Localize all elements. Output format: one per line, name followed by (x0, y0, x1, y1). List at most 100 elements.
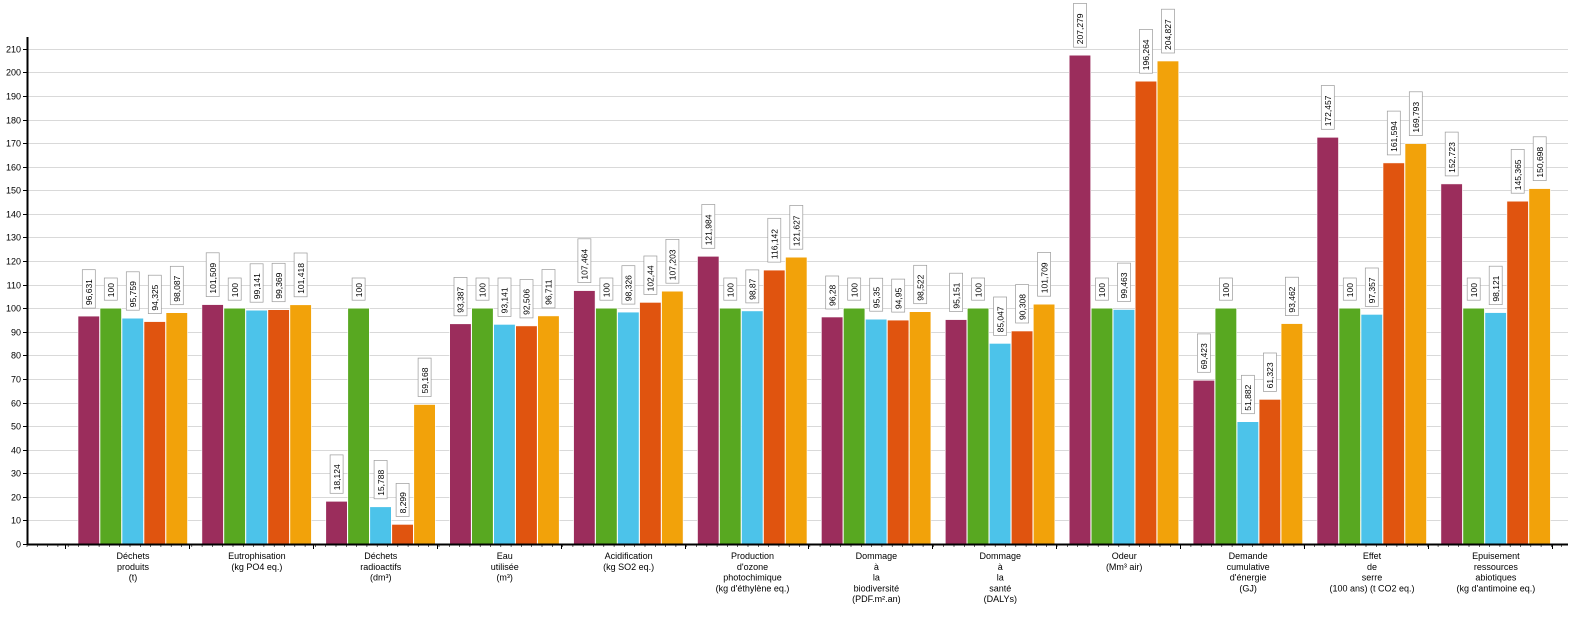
x-category-label: Déchets produits (t) (116, 551, 150, 583)
data-label: 121,984 (701, 204, 716, 249)
x-category-line: cumulative (1227, 562, 1270, 572)
data-label-box (869, 277, 884, 312)
bar (1033, 303, 1056, 545)
data-label: 100 (847, 277, 862, 301)
x-category-label: Production d'ozone photochimique (kg d'éthy… (716, 551, 790, 593)
bar (1440, 183, 1463, 545)
data-label-box (1117, 262, 1131, 302)
bar (741, 310, 764, 545)
x-category-line: (kg PO4 eq.) (231, 562, 282, 572)
data-label: 94,325 (147, 274, 162, 314)
bar (639, 302, 662, 545)
y-tick-label: 200 (6, 68, 21, 78)
data-label-box (971, 277, 985, 301)
bar (99, 307, 122, 545)
data-label: 98,87 (745, 269, 760, 304)
data-label-text: 121,627 (792, 215, 802, 246)
data-label-text: 107,464 (580, 249, 590, 280)
data-label: 93,141 (497, 277, 512, 317)
data-label: 61,323 (1263, 352, 1277, 392)
data-label-text: 94,325 (150, 284, 160, 310)
x-category-line: à (874, 562, 879, 572)
data-label: 100 (1342, 277, 1357, 301)
data-label-box (1263, 352, 1277, 392)
bar (1156, 60, 1179, 545)
data-label: 8,299 (395, 483, 410, 517)
data-label-text: 92,506 (522, 289, 532, 315)
data-label-text: 204,827 (1163, 19, 1173, 50)
bar (413, 404, 436, 545)
data-label: 152,723 (1444, 131, 1459, 177)
data-label-box (847, 277, 862, 301)
data-label-text: 95,759 (128, 281, 138, 307)
x-category-line: serre (1362, 573, 1383, 583)
bar (1338, 307, 1361, 545)
data-label-box (81, 269, 96, 309)
x-category-line: santé (989, 583, 1011, 593)
y-tick-label: 140 (6, 210, 21, 220)
bar (1090, 307, 1113, 545)
x-category-label: Acidification (kg SO2 eq.) (603, 551, 654, 572)
data-label: 100 (227, 277, 242, 301)
bar (821, 316, 844, 545)
data-label: 96,631 (81, 269, 96, 309)
x-category-line: Acidification (605, 551, 653, 561)
x-category-line: produits (117, 562, 150, 572)
y-tick-label: 160 (6, 163, 21, 173)
data-label-text: 100 (1469, 283, 1479, 297)
data-label: 207,279 (1073, 3, 1087, 48)
data-label: 98,087 (169, 265, 184, 306)
data-label: 100 (103, 277, 118, 301)
x-category-line: de (1367, 562, 1377, 572)
x-category-line: (m³) (496, 573, 513, 583)
data-label-text: 98,87 (748, 278, 758, 300)
data-label-box (745, 269, 760, 304)
bar (719, 307, 742, 545)
x-category-line: radioactifs (360, 562, 402, 572)
bar (369, 506, 392, 545)
data-label: 101,709 (1037, 252, 1051, 297)
x-category-line: (GJ) (1239, 583, 1257, 593)
data-label-box (643, 255, 658, 295)
data-label-box (1161, 8, 1175, 54)
x-category-line: (Mm³ air) (1106, 562, 1143, 572)
y-axis-ticks: 0 10 20 30 40 50 60 70 80 90 100 110 120 130 140 150 160… (6, 45, 27, 550)
data-label: 145,365 (1510, 149, 1525, 194)
y-tick-label: 70 (11, 375, 21, 385)
bar (391, 524, 414, 545)
bar (843, 307, 866, 545)
bar (201, 304, 224, 545)
data-label: 196,264 (1139, 29, 1153, 74)
data-label: 100 (599, 277, 614, 301)
data-label: 59,168 (417, 357, 432, 397)
bar (1068, 54, 1091, 545)
x-category-label: Eutrophisation (kg PO4 eq.) (228, 551, 286, 572)
data-label-text: 8,299 (398, 492, 408, 514)
data-label-box (147, 274, 162, 314)
data-label-box (329, 454, 344, 494)
bar (1360, 314, 1383, 545)
x-category-line: photochimique (723, 573, 782, 583)
bar (347, 307, 370, 545)
data-label-box (599, 277, 614, 301)
x-category-line: Déchets (116, 551, 150, 561)
bar (1506, 200, 1529, 545)
data-label-text: 93,462 (1287, 286, 1297, 312)
data-label-text: 90,308 (1017, 294, 1027, 320)
data-label-text: 100 (354, 283, 364, 297)
data-label-box (913, 264, 928, 305)
bar (909, 311, 932, 545)
y-tick-label: 180 (6, 116, 21, 126)
x-category-line: (kg d'éthylène eq.) (716, 583, 790, 593)
y-tick-label: 30 (11, 469, 21, 479)
y-tick-label: 90 (11, 328, 21, 338)
data-label-box (723, 277, 738, 301)
data-label: 99,141 (249, 263, 264, 303)
x-axis-ticks: Déchets produits (t) Eutrophisation (kg PO4 … (26, 544, 1562, 604)
data-label: 107,203 (665, 239, 680, 284)
bar (573, 290, 596, 545)
data-label-text: 99,141 (252, 273, 262, 299)
data-label-text: 98,326 (624, 275, 634, 301)
bar (1010, 330, 1034, 545)
